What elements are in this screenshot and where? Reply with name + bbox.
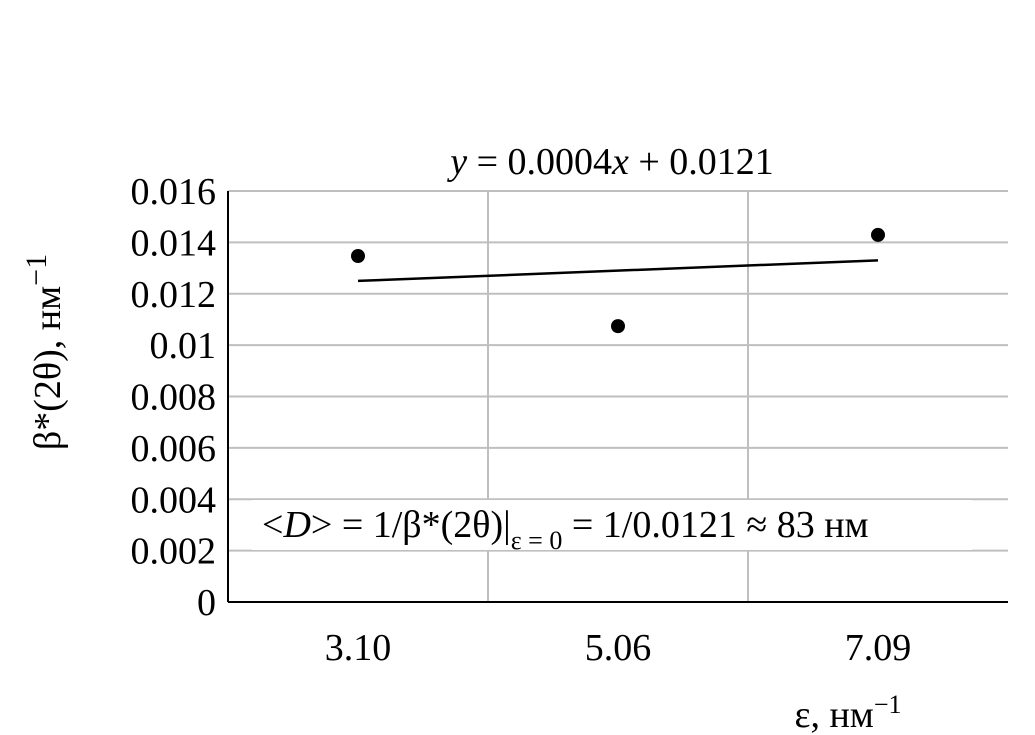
data-point [871,227,885,242]
equation-x: x [611,141,629,183]
x-tick-label: 3.10 [325,627,392,669]
y-axis-label-sup: −1 [20,254,53,286]
equation-y: y [446,141,467,183]
equation-slope: = 0.0004 [467,141,612,183]
x-axis-label: ε, нм−1 [794,690,901,735]
data-points [351,227,885,334]
gridlines [227,190,1008,603]
annotation-d: D [282,504,310,546]
y-tick-label: 0.004 [131,479,217,521]
annotation-background [252,500,972,550]
y-tick-label: 0.002 [131,531,217,573]
annotation-part2: = 1/0.0121 ≈ 83 нм [562,504,868,546]
y-tick-label: 0.008 [131,377,217,419]
y-tick-labels: 0 0.002 0.004 0.006 0.008 0.01 0.012 0.014 0.016 [131,171,217,624]
y-tick-label: 0.016 [131,171,217,213]
y-tick-label: 0.012 [131,274,217,316]
y-tick-label: 0.014 [131,222,217,264]
y-tick-label: 0 [197,582,216,624]
crystallite-size-annotation: <D> = 1/β*(2θ)|ε = 0 = 1/0.0121 ≈ 83 нм [262,504,869,555]
trendline [357,259,879,283]
y-axis-label: β*(2θ), нм−1 [20,254,69,450]
x-tick-label: 7.09 [845,627,912,669]
x-tick-labels: 3.10 5.06 7.09 [325,627,912,669]
equation-intercept: + 0.0121 [629,141,774,183]
x-tick-label: 5.06 [585,627,652,669]
y-tick-label: 0.01 [150,325,217,367]
x-axis-label-text: ε, нм [794,694,873,735]
y-axis-label-text: β*(2θ), нм [27,286,69,450]
data-point [351,248,365,263]
y-tick-label: 0.006 [131,428,217,470]
data-point [611,319,625,334]
annotation-part1: > = 1/β*(2θ)| [311,504,511,546]
annotation-subscript: ε = 0 [511,526,563,555]
x-axis-label-sup: −1 [874,690,902,719]
annotation-lt: < [262,504,283,546]
trendline-equation: y = 0.0004x + 0.0121 [446,141,774,183]
